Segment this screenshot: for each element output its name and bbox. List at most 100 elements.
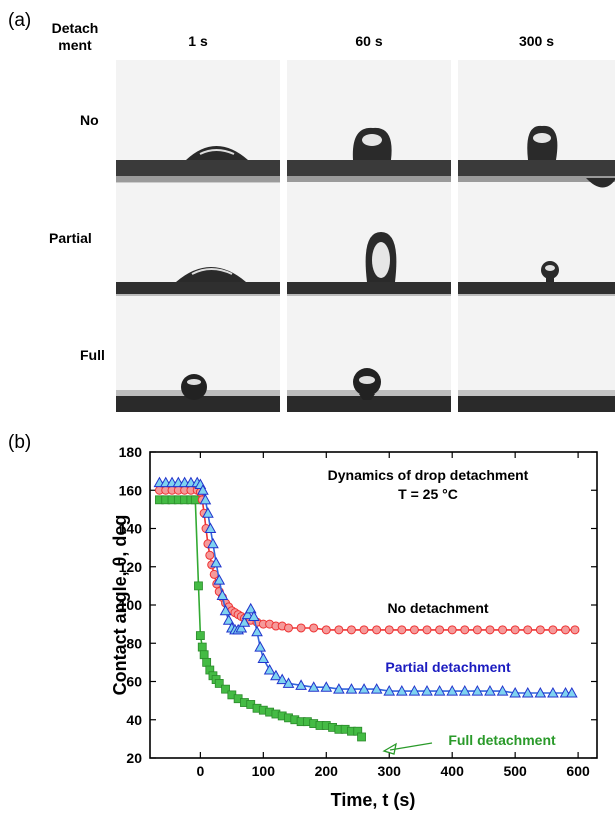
partial-detachment-point — [219, 604, 232, 616]
partial-detachment-point — [521, 686, 534, 698]
partial-detachment-point — [254, 641, 267, 652]
column-header-1s: 1 s — [188, 33, 208, 49]
full-detachment-line — [159, 499, 363, 738]
no-detachment-point — [409, 625, 419, 635]
partial-detachment-point — [197, 484, 209, 495]
no-detachment-point — [535, 625, 545, 635]
partial-detachment-point — [421, 685, 433, 696]
no-detachment-point — [422, 625, 432, 635]
partial-detachment-point — [534, 686, 547, 698]
full-detachment-point — [199, 650, 209, 660]
full-detachment-point — [357, 732, 366, 742]
partial-detachment-point — [408, 685, 421, 696]
partial-detachment-point — [333, 683, 345, 694]
partial-detachment-point — [547, 686, 559, 698]
partial-detachment-point — [446, 685, 459, 696]
row-label-no: No — [80, 112, 99, 128]
full-detachment-point — [214, 679, 224, 688]
x-tick-label: 100 — [252, 763, 276, 779]
label-no-detachment: No detachment — [387, 600, 488, 616]
column-header-60s: 60 s — [355, 33, 383, 49]
no-detachment-point — [570, 625, 580, 635]
partial-detachment-point — [207, 537, 219, 549]
partial-detachment-point — [358, 683, 370, 694]
partial-detachment-point — [471, 685, 484, 696]
photo-column-60s — [287, 60, 451, 412]
no-detachment-point — [359, 625, 369, 635]
partial-detachment-point — [345, 683, 358, 694]
data-series — [153, 476, 580, 742]
x-tick-label: 200 — [315, 763, 339, 779]
no-detachment-point — [296, 623, 306, 633]
no-detachment-point — [498, 625, 508, 635]
no-detachment-point — [284, 623, 294, 633]
partial-detachment-point — [496, 685, 509, 696]
no-detachment-point — [460, 625, 470, 635]
axis-ticks: 0 100 200 300 400 500 600 20 40 60 80 100 120 140 160 1… — [119, 444, 597, 779]
x-tick-label: 400 — [441, 763, 465, 779]
row-header-line-1: Detach — [51, 20, 99, 36]
full-detachment-point — [197, 642, 207, 652]
no-detachment-point — [321, 625, 331, 635]
row-header-label: Detach ment — [40, 20, 110, 54]
no-detachment-line — [159, 489, 575, 631]
row-label-partial: Partial — [49, 230, 92, 246]
partial-detachment-point — [270, 669, 282, 681]
partial-detachment-point — [204, 522, 217, 533]
partial-detachment-point — [276, 673, 289, 685]
panel-a-label: (a) — [8, 10, 32, 31]
row-label-full: Full — [80, 347, 105, 363]
plot-frame — [149, 451, 598, 759]
photo-60s-drawing — [287, 127, 451, 412]
partial-detachment-point — [210, 556, 222, 568]
full-detachment-point — [221, 684, 230, 694]
photo-column-1s — [116, 60, 280, 412]
no-detachment-point — [472, 625, 482, 635]
y-tick-label: 40 — [126, 712, 142, 728]
no-detachment-point — [435, 625, 445, 635]
no-detachment-point — [384, 625, 394, 635]
annotation-title: Dynamics of drop detachment — [328, 467, 529, 483]
y-tick-label: 140 — [119, 521, 143, 537]
partial-detachment-point — [383, 685, 396, 696]
column-header-300s: 300 s — [518, 33, 555, 49]
partial-detachment-point — [433, 685, 446, 696]
y-tick-label: 20 — [126, 750, 142, 766]
no-detachment-point — [523, 625, 533, 635]
y-axis-label: Contact angle, θ, deg — [110, 515, 130, 696]
photo-300s-drawing — [458, 125, 615, 412]
no-detachment-point — [485, 625, 495, 635]
no-detachment-point — [346, 625, 356, 635]
no-detachment-point — [205, 550, 215, 560]
full-detachment-arrowhead — [382, 742, 397, 755]
partial-detachment-point — [458, 685, 471, 696]
partial-detachment-point — [295, 679, 307, 690]
partial-detachment-point — [241, 608, 254, 620]
partial-detachment-point — [282, 677, 295, 688]
x-axis-label: Time, t (s) — [331, 790, 416, 810]
partial-detachment-point — [238, 616, 251, 627]
contact-angle-chart: 0 100 200 300 400 500 600 20 40 60 80 100 120 140 160 1… — [110, 444, 598, 810]
partial-detachment-point — [395, 685, 408, 696]
partial-detachment-point — [509, 686, 522, 698]
y-tick-label: 60 — [126, 674, 142, 690]
full-detachment-point — [195, 631, 205, 641]
partial-detachment-point — [248, 610, 260, 621]
partial-detachment-point — [222, 614, 235, 625]
partial-detachment-point — [370, 683, 383, 694]
partial-detachment-point — [251, 625, 263, 637]
no-detachment-point — [334, 625, 344, 635]
full-detachment-arrow — [389, 742, 433, 751]
full-detachment-point — [194, 581, 203, 591]
y-tick-label: 180 — [119, 444, 143, 460]
label-full-detachment: Full detachment — [448, 732, 556, 748]
y-tick-label: 80 — [126, 635, 142, 651]
partial-detachment-point — [565, 686, 578, 698]
partial-detachment-point — [213, 574, 226, 585]
partial-detachment-point — [202, 507, 214, 518]
y-tick-label: 100 — [119, 597, 143, 613]
partial-detachment-point — [257, 652, 270, 664]
x-tick-label: 600 — [566, 763, 590, 779]
row-header-line-2: ment — [58, 37, 92, 53]
partial-detachment-point — [199, 493, 212, 505]
